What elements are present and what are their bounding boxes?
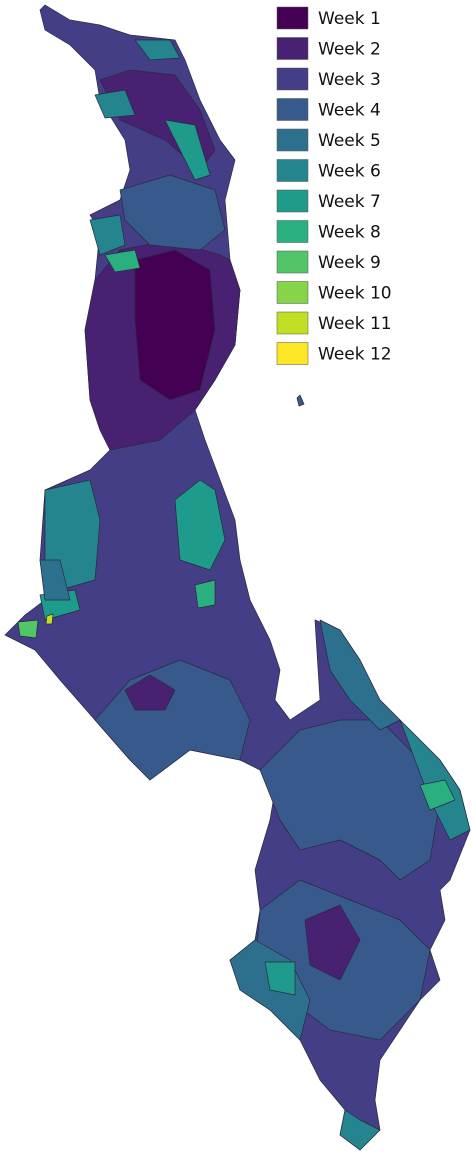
legend-label: Week 3 — [318, 70, 381, 90]
region — [419, 779, 456, 811]
region — [296, 394, 305, 407]
region — [194, 579, 216, 609]
legend-label: Week 10 — [318, 284, 392, 304]
legend-label: Week 5 — [318, 131, 381, 151]
legend-label: Week 2 — [318, 40, 381, 60]
legend-swatch — [276, 220, 309, 243]
legend: Week 1 Week 2 Week 3 Week 4 Week 5 Week 6 Week… — [276, 6, 392, 365]
region — [134, 249, 216, 401]
region — [264, 961, 296, 996]
region — [104, 249, 141, 273]
legend-swatch — [276, 311, 309, 335]
region — [174, 479, 226, 571]
region — [339, 1109, 381, 1151]
legend-label: Week 11 — [318, 314, 392, 334]
legend-swatch — [276, 37, 309, 60]
legend-label: Week 12 — [318, 345, 392, 365]
region — [124, 674, 176, 711]
region — [94, 89, 136, 119]
region — [89, 214, 126, 256]
legend-swatch — [276, 6, 309, 30]
legend-swatch — [276, 342, 309, 365]
region — [119, 174, 226, 251]
region — [39, 559, 71, 601]
legend-swatch — [276, 281, 309, 304]
legend-swatch — [276, 159, 309, 182]
legend-label: Week 1 — [318, 9, 381, 29]
legend-swatch — [276, 189, 309, 213]
legend-label: Week 6 — [318, 162, 381, 182]
region — [45, 613, 54, 625]
region — [304, 904, 361, 981]
region — [17, 619, 39, 639]
map-regions — [4, 4, 471, 1151]
legend-label: Week 7 — [318, 192, 381, 212]
legend-label: Week 4 — [318, 101, 381, 121]
legend-swatch — [276, 128, 309, 152]
region — [164, 119, 211, 181]
legend-label: Week 8 — [318, 223, 381, 243]
legend-swatch — [276, 67, 309, 91]
region — [134, 39, 181, 61]
legend-swatch — [276, 250, 309, 274]
legend-swatch — [276, 98, 309, 121]
region — [259, 719, 441, 881]
legend-label: Week 9 — [318, 253, 381, 273]
